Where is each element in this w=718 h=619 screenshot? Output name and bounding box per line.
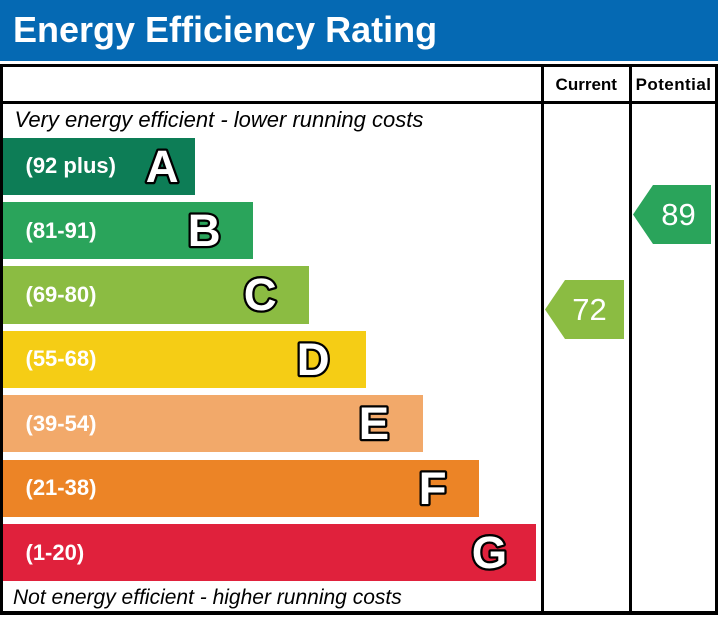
svg-text:A: A: [146, 141, 179, 192]
svg-text:B: B: [187, 205, 220, 256]
svg-text:F: F: [418, 463, 446, 514]
svg-text:D: D: [297, 334, 330, 385]
svg-text:G: G: [471, 527, 506, 578]
svg-text:E: E: [359, 398, 389, 449]
svg-text:72: 72: [572, 292, 606, 327]
svg-text:89: 89: [661, 197, 695, 232]
svg-text:C: C: [243, 269, 276, 320]
